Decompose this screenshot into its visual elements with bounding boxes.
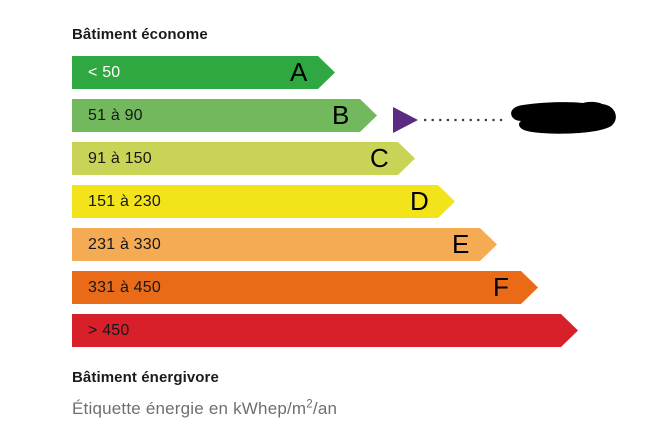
bar-arrow-shape-c xyxy=(72,142,415,175)
bar-arrow-shape-a xyxy=(72,56,335,89)
bar-class-letter-a: A xyxy=(290,57,308,87)
bar-range-label-d: 151 à 230 xyxy=(88,193,161,210)
bar-range-label-f: 331 à 450 xyxy=(88,279,161,296)
caption-energy-unit-suffix: /an xyxy=(312,399,338,418)
bar-class-letter-f: F xyxy=(493,272,509,302)
energy-bar-b[interactable]: 51 à 90 B xyxy=(72,99,377,132)
bar-class-letter-c: C xyxy=(370,143,389,173)
bar-class-letter-d: D xyxy=(410,186,429,216)
caption-economical-building: Bâtiment économe xyxy=(72,26,208,43)
energy-bar-a[interactable]: < 50 A xyxy=(72,56,335,89)
bar-range-label-b: 51 à 90 xyxy=(88,107,143,124)
bar-class-letter-b: B xyxy=(332,100,350,130)
bar-arrow-shape-g xyxy=(72,314,578,347)
bar-arrow-shape-f xyxy=(72,271,538,304)
bar-arrow-shape-b xyxy=(72,99,377,132)
energy-bar-d[interactable]: 151 à 230 D xyxy=(72,185,455,218)
bar-range-label-g: > 450 xyxy=(88,322,130,339)
caption-energy-unit: Étiquette énergie en kWhep/m2/an xyxy=(72,399,337,419)
redacted-value-blob xyxy=(511,101,616,134)
bar-class-letter-e: E xyxy=(452,229,470,259)
energy-bar-e[interactable]: 231 à 330 E xyxy=(72,228,497,261)
bar-range-label-e: 231 à 330 xyxy=(88,236,161,253)
bar-range-label-a: < 50 xyxy=(88,64,121,81)
caption-energy-unit-prefix: Étiquette énergie en kWhep/m xyxy=(72,399,307,418)
energy-bar-f[interactable]: 331 à 450 F xyxy=(72,271,538,304)
bar-arrow-shape-d xyxy=(72,185,455,218)
bar-range-label-c: 91 à 150 xyxy=(88,150,152,167)
bar-arrow-shape-e xyxy=(72,228,497,261)
energy-bar-g[interactable]: > 450 xyxy=(72,314,578,347)
energy-bar-c[interactable]: 91 à 150 C xyxy=(72,142,415,175)
caption-energy-consuming-building: Bâtiment énergivore xyxy=(72,369,219,386)
caption-energy-unit-exponent: 2 xyxy=(306,398,313,411)
